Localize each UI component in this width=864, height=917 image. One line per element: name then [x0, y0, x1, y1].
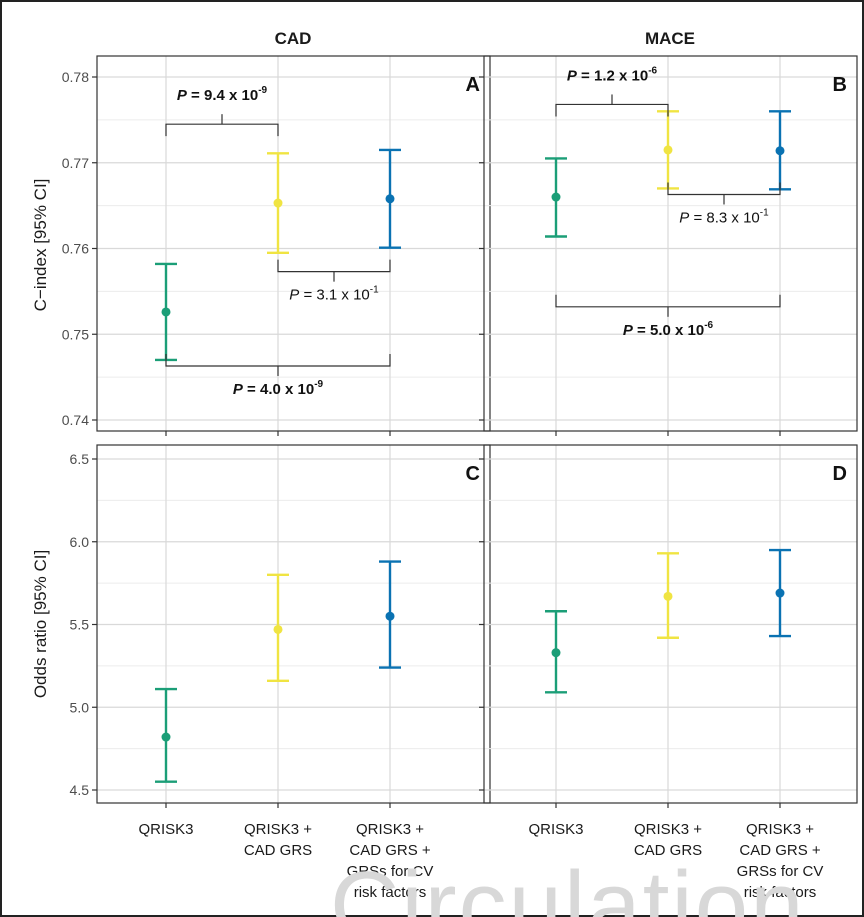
- x-category-label: risk factors: [354, 884, 427, 901]
- significance-bracket: P = 8.3 x 10-1: [667, 182, 781, 226]
- point-estimate: [385, 611, 395, 621]
- panel-letter-d: D: [833, 463, 847, 485]
- panel-letter-c: C: [466, 463, 480, 485]
- x-category-label: risk factors: [744, 884, 817, 901]
- p-value-label: P = 5.0 x 10-6: [623, 320, 714, 339]
- y-axis-label-cindex: C−index [95% CI]: [31, 179, 50, 312]
- significance-bracket: P = 1.2 x 10-6: [555, 65, 669, 117]
- p-value-label: P = 9.4 x 10-9: [177, 85, 268, 104]
- x-category-label: GRSs for CV: [737, 863, 824, 880]
- point-estimate: [775, 146, 785, 156]
- y-tick-label: 4.5: [70, 782, 90, 798]
- y-tick-label: 0.76: [62, 241, 89, 257]
- panel-d: D: [479, 444, 858, 808]
- x-category-label: CAD GRS: [634, 842, 702, 859]
- y-tick-label: 0.77: [62, 155, 89, 171]
- y-tick-label: 5.0: [70, 699, 90, 715]
- point-estimate: [273, 198, 283, 208]
- point-estimate: [161, 307, 171, 317]
- y-axis-label-odds-ratio: Odds ratio [95% CI]: [31, 550, 50, 698]
- watermark-text: Circulation: [330, 858, 806, 917]
- point-estimate: [551, 648, 561, 658]
- panel-letter-a: A: [466, 74, 480, 96]
- bracket-line: [165, 123, 279, 137]
- x-category-label: QRISK3 +: [356, 821, 424, 838]
- x-category-label: QRISK3 +: [634, 821, 702, 838]
- p-value-label: P = 8.3 x 10-1: [679, 207, 769, 226]
- y-tick-label: 6.5: [70, 451, 90, 467]
- significance-bracket: P = 9.4 x 10-9: [165, 85, 279, 137]
- y-tick-label: 6.0: [70, 534, 90, 550]
- p-value-label: P = 1.2 x 10-6: [567, 65, 658, 84]
- panel-c: 4.5 5.0 5.5 6.0 6.5 C: [70, 444, 491, 808]
- x-category-label: CAD GRS: [244, 842, 312, 859]
- y-tick-label: 0.74: [62, 412, 89, 428]
- x-category-label: QRISK3: [138, 821, 193, 838]
- point-estimate: [273, 624, 283, 634]
- y-tick-label: 0.75: [62, 326, 89, 342]
- point-estimate: [551, 192, 561, 202]
- significance-bracket: P = 4.0 x 10-9: [165, 353, 391, 398]
- column-title-cad: CAD: [275, 29, 312, 48]
- panel-border: [96, 55, 491, 432]
- point-estimate: [385, 194, 395, 204]
- panel-border: [483, 55, 858, 432]
- x-category-label: QRISK3: [528, 821, 583, 838]
- bracket-line: [667, 182, 781, 196]
- column-title-mace: MACE: [645, 29, 695, 48]
- point-estimate: [663, 145, 673, 155]
- bracket-line: [277, 259, 391, 273]
- significance-bracket: P = 5.0 x 10-6: [555, 294, 781, 339]
- panel-b: B P = 1.2 x 10-6 P = 8.3 x 10-1 P = 5.0 x 1…: [479, 55, 858, 436]
- y-tick-label: 0.78: [62, 69, 89, 85]
- p-value-label: P = 3.1 x 10-1: [289, 285, 379, 304]
- point-estimate: [161, 732, 171, 742]
- y-tick-label: 5.5: [70, 617, 90, 633]
- x-category-label: CAD GRS +: [739, 842, 821, 859]
- panel-letter-b: B: [833, 74, 847, 96]
- x-category-label: GRSs for CV: [347, 863, 434, 880]
- bracket-line: [555, 103, 669, 117]
- point-estimate: [663, 591, 673, 601]
- significance-bracket: P = 3.1 x 10-1: [277, 259, 391, 304]
- x-category-label: QRISK3 +: [746, 821, 814, 838]
- x-category-label: QRISK3 +: [244, 821, 312, 838]
- x-category-label: CAD GRS +: [349, 842, 431, 859]
- panel-border: [483, 444, 858, 804]
- point-estimate: [775, 588, 785, 598]
- panel-a: 0.74 0.75 0.76 0.77 0.78 A P = 9.4 x 10-9 P = 3…: [62, 55, 491, 436]
- p-value-label: P = 4.0 x 10-9: [233, 379, 324, 398]
